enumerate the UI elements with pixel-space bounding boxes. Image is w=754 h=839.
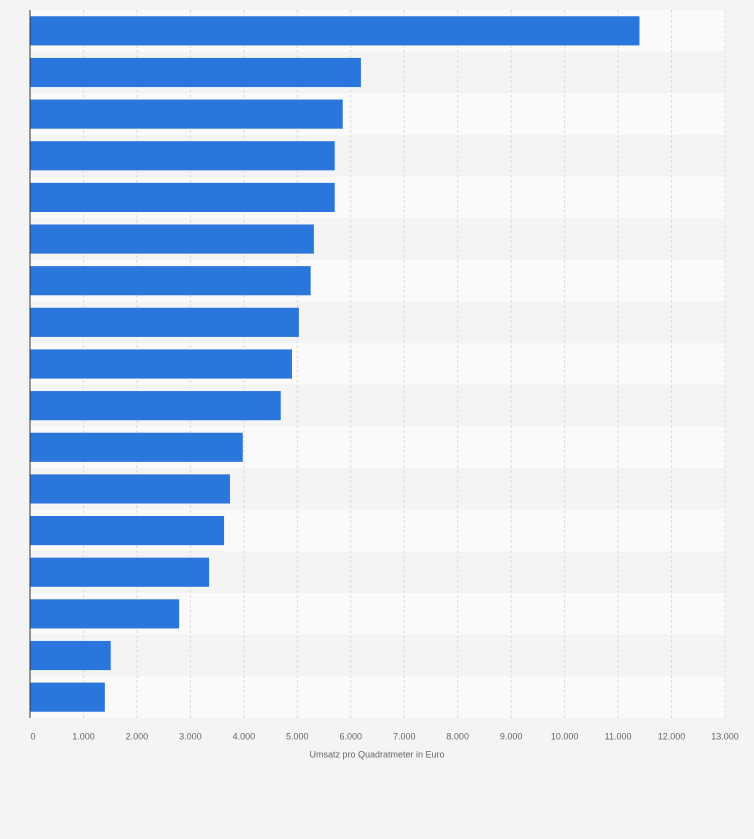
x-axis-label: Umsatz pro Quadratmeter in Euro [309,749,444,759]
bar [30,349,292,379]
bar [30,99,343,129]
x-tick-label: 5.000 [286,731,309,741]
row-stripe [30,676,725,718]
bar [30,682,105,712]
bar [30,557,210,587]
bar [30,57,361,88]
bar [30,182,335,212]
bar [30,16,640,46]
x-tick-label: 9.000 [500,731,523,741]
x-tick-label: 10.000 [551,731,579,741]
bar [30,516,225,546]
x-tick-label: 3.000 [179,731,202,741]
bar [30,432,243,462]
bar [30,266,311,296]
x-tick-label: 11.000 [605,731,632,741]
bar [30,141,335,171]
bar [30,307,299,337]
x-tick-label: 13.000 [711,731,739,741]
bar [30,599,180,629]
x-tick-label: 4.000 [233,731,256,741]
bar [30,391,281,421]
x-tick-label: 6.000 [340,731,363,741]
x-tick-label: 12.000 [658,731,686,741]
x-tick-label: 2.000 [126,731,149,741]
x-tick-label: 7.000 [393,731,416,741]
x-tick-label: 0 [30,731,35,741]
bar [30,640,111,671]
x-tick-label: 8.000 [446,731,469,741]
x-tick-label: 1.000 [72,731,95,741]
bar [30,224,314,254]
bar [30,474,230,504]
row-stripe [30,634,725,677]
